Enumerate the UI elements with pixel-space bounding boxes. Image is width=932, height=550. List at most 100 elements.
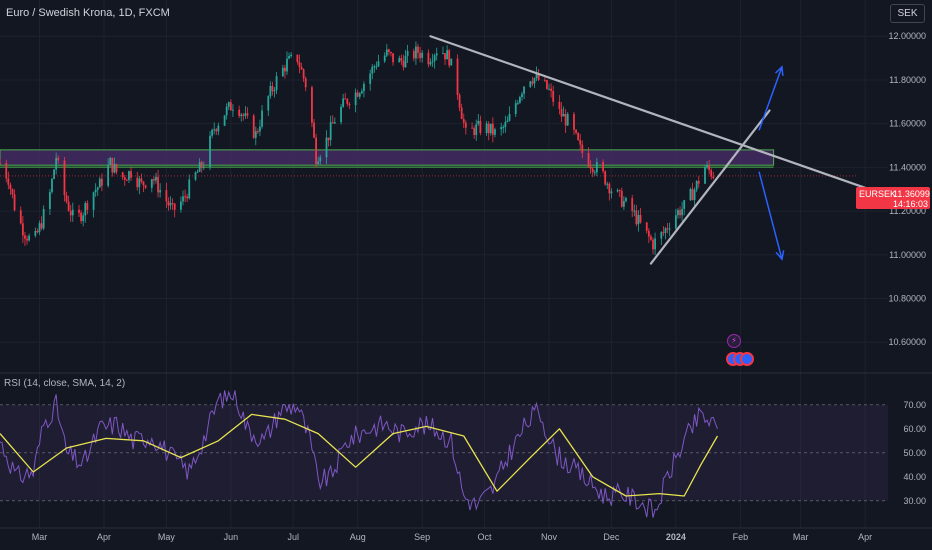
candle-body — [55, 157, 58, 170]
candle-body — [213, 129, 216, 131]
price-badge-price: 11.36099 — [893, 189, 930, 199]
rsi-ma-line — [0, 413, 719, 497]
rsi-tick-label: 70.00 — [903, 400, 926, 410]
candle-body — [140, 178, 143, 182]
candle-body — [375, 66, 378, 68]
candle-body — [252, 115, 255, 138]
price-tick-label: 11.20000 — [889, 206, 926, 216]
candle-body — [232, 109, 234, 111]
candle-body — [11, 188, 14, 195]
candle-body — [51, 178, 53, 193]
candle-body — [577, 132, 580, 141]
time-tick-label: Dec — [603, 532, 620, 542]
candle-body — [710, 170, 713, 177]
candle-body — [96, 187, 99, 190]
price-tick-label: 11.40000 — [889, 162, 926, 172]
candle-body — [689, 188, 692, 201]
candle-body — [479, 120, 482, 133]
candle-body — [284, 67, 286, 72]
currency-button[interactable]: SEK — [890, 4, 925, 23]
candle-body — [417, 46, 419, 53]
price-axis: 12.00000 11.80000 11.60000 11.40000 11.20000… — [888, 31, 926, 347]
candle-body — [69, 210, 72, 216]
candle-body — [7, 178, 10, 185]
candle-body — [65, 195, 68, 202]
candle-body — [286, 58, 288, 72]
candle-body — [92, 192, 95, 210]
candle-body — [419, 52, 421, 58]
candle-body — [184, 196, 186, 198]
candle-body — [36, 230, 39, 233]
candle-body — [450, 58, 453, 66]
price-badge: EURSEK 11.36099 14:16:03 — [856, 187, 930, 209]
candle-body — [462, 118, 465, 123]
candle-body — [173, 203, 176, 210]
candle-body — [200, 162, 203, 168]
candle-body — [157, 176, 159, 193]
candle-body — [165, 190, 168, 202]
candle-body — [273, 90, 276, 92]
candle-body — [229, 102, 232, 111]
candle-body — [342, 98, 345, 107]
candle-body — [550, 88, 553, 91]
price-tick-label: 10.80000 — [888, 294, 926, 304]
candle-body — [123, 177, 126, 180]
candle-body — [67, 201, 70, 211]
candle-body — [327, 137, 330, 141]
candle-body — [267, 96, 270, 111]
rsi-axis: 70.00 60.00 50.00 40.00 30.00 — [903, 400, 926, 506]
candle-body — [254, 131, 257, 138]
candle-body — [385, 49, 388, 56]
candle-body — [521, 93, 523, 97]
candle-body — [435, 53, 438, 56]
price-tick-label: 11.00000 — [889, 250, 926, 260]
price-badge-symbol: EURSEK — [859, 189, 897, 199]
candle-body — [415, 46, 417, 59]
candle-body — [618, 190, 621, 192]
time-axis: Mar Apr May Jun Jul Aug Sep Oct Nov Dec 2024 Feb Mar… — [32, 532, 872, 542]
candle-body — [227, 102, 230, 107]
candle-body — [344, 98, 347, 100]
price-tick-label: 12.00000 — [888, 31, 926, 41]
candle-body — [581, 144, 584, 153]
candle-body — [49, 192, 51, 210]
candle-body — [238, 109, 241, 116]
candle-body — [421, 52, 424, 58]
candle-body — [0, 162, 1, 164]
time-tick-label: Aug — [350, 532, 366, 542]
candle-body — [491, 123, 494, 135]
candle-body — [182, 196, 184, 202]
candle-body — [593, 172, 596, 174]
price-tick-label: 10.60000 — [888, 337, 926, 347]
candle-body — [371, 66, 374, 74]
candle-body — [363, 83, 365, 92]
time-tick-label: Apr — [97, 532, 111, 542]
candle-body — [26, 238, 28, 241]
event-icon[interactable] — [740, 352, 754, 366]
candle-body — [691, 188, 694, 201]
candle-body — [464, 122, 467, 128]
candle-body — [587, 152, 590, 167]
candle-body — [271, 85, 274, 92]
candle-body — [548, 88, 550, 90]
rsi-tick-label: 40.00 — [903, 472, 926, 482]
candle-body — [244, 113, 247, 116]
descending-trendline — [429, 35, 890, 197]
candle-body — [171, 203, 174, 205]
candle-body — [354, 92, 357, 106]
candle-body — [535, 73, 538, 79]
candle-body — [63, 160, 66, 196]
candle-body — [645, 222, 648, 231]
candle-body — [38, 223, 41, 233]
candle-body — [523, 86, 525, 94]
candle-body — [269, 85, 272, 97]
candle-body — [633, 210, 636, 212]
candle-body — [377, 61, 380, 67]
time-tick-label: Jul — [287, 532, 299, 542]
candle-body — [296, 54, 299, 63]
candle-body — [679, 210, 681, 216]
candle-body — [456, 58, 459, 96]
candle-body — [246, 113, 249, 116]
lightning-icon[interactable]: ⚡ — [727, 334, 741, 348]
